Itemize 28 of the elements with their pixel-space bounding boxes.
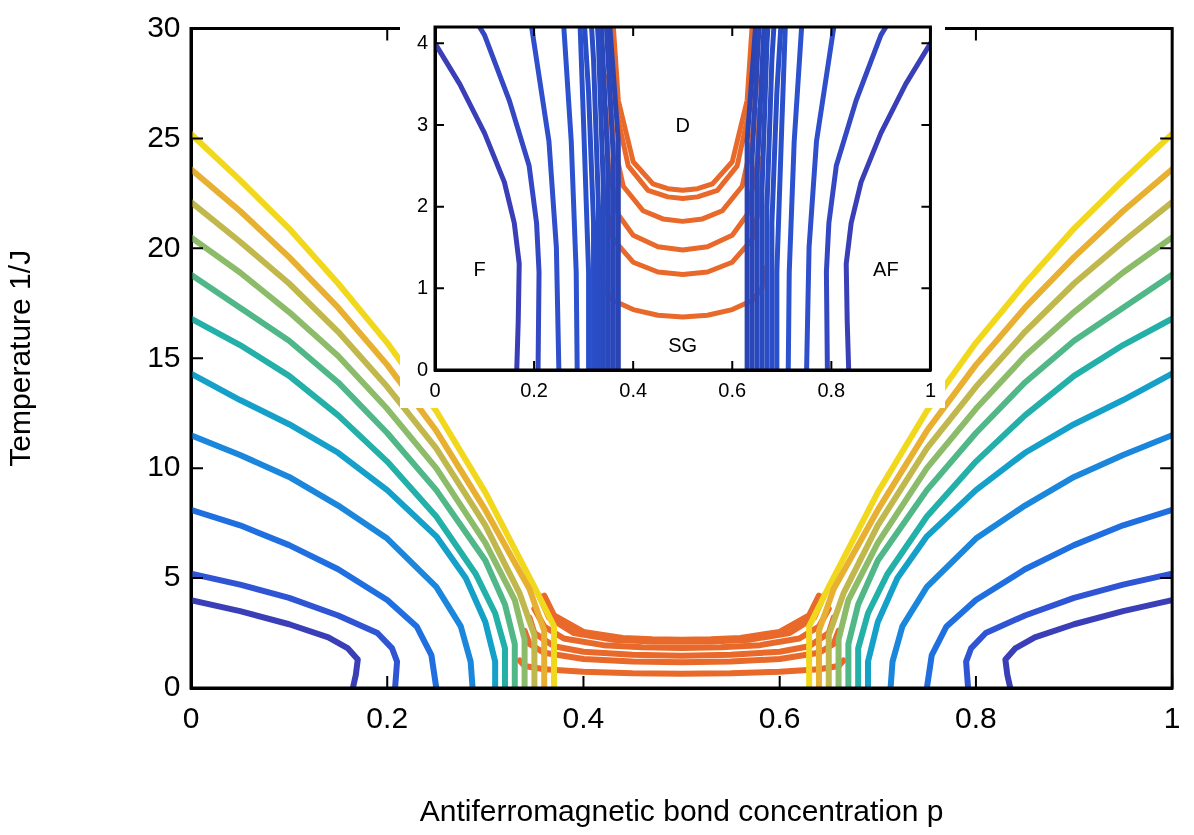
y-tick-label: 20 xyxy=(147,229,181,263)
y-tick-label: 15 xyxy=(147,339,181,373)
y-tick-label: 10 xyxy=(147,449,181,483)
y-tick-label: 2 xyxy=(416,194,428,217)
x-tick-label: 0.4 xyxy=(562,700,605,734)
x-tick-label: 0.2 xyxy=(520,378,548,401)
x-tick-label: 1 xyxy=(1163,700,1181,734)
y-tick-label: 5 xyxy=(163,559,181,593)
y-tick-label: 30 xyxy=(147,9,181,43)
x-tick-label: 1 xyxy=(924,378,936,401)
y-tick-label: 4 xyxy=(416,30,428,53)
y-tick-label: 3 xyxy=(416,112,428,135)
x-tick-label: 0.2 xyxy=(366,700,409,734)
y-axis-title: Temperature 1/J xyxy=(3,249,37,467)
x-tick-label: 0.8 xyxy=(817,378,846,401)
x-tick-label: 0.6 xyxy=(758,700,801,734)
x-tick-label: 0.8 xyxy=(955,700,997,734)
annotation: SG xyxy=(668,333,698,356)
annotation: F xyxy=(473,258,486,281)
y-tick-label: 0 xyxy=(163,669,181,703)
y-tick-label: 0 xyxy=(416,357,428,380)
annotation: AF xyxy=(873,258,899,281)
annotation: D xyxy=(675,113,690,136)
y-tick-label: 1 xyxy=(416,275,428,298)
x-axis-title: Antiferromagnetic bond concentration p xyxy=(419,794,944,828)
y-tick-label: 25 xyxy=(147,119,181,153)
x-tick-label: 0.6 xyxy=(718,378,747,401)
x-tick-label: 0.4 xyxy=(619,378,648,401)
